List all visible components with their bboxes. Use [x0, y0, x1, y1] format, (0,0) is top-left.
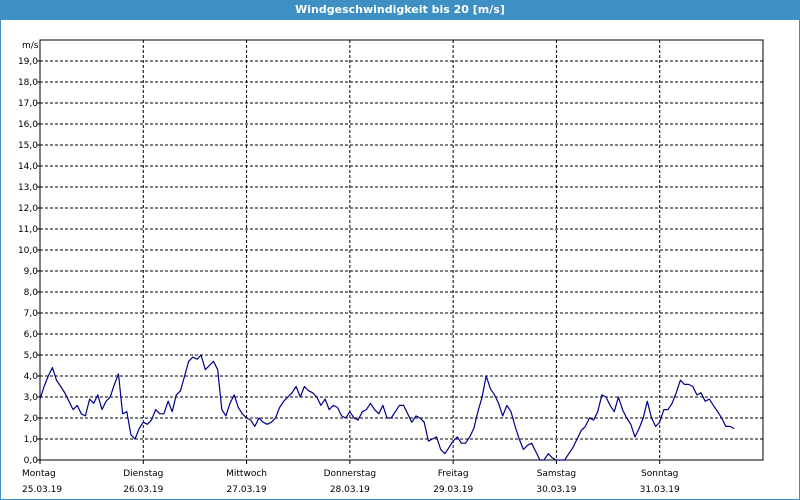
grid-lines: [39, 39, 764, 461]
x-tick-day: Donnerstag: [324, 469, 377, 479]
y-tick-label: 13,0: [18, 183, 38, 193]
y-tick-label: 15,0: [18, 141, 38, 151]
x-tick-day: Montag: [22, 469, 56, 479]
y-tick-label: 12,0: [18, 204, 38, 214]
y-tick-label: 14,0: [18, 162, 38, 172]
y-axis-label: m/s: [22, 41, 39, 51]
y-tick-label: 17,0: [18, 99, 38, 109]
y-tick-label: 19,0: [18, 57, 38, 67]
y-tick-label: 9,0: [24, 267, 39, 277]
y-tick-label: 16,0: [18, 120, 38, 130]
y-tick-label: 18,0: [18, 78, 38, 88]
x-tick-date: 26.03.19: [123, 485, 163, 495]
y-tick-label: 6,0: [24, 330, 39, 340]
y-tick-label: 2,0: [24, 414, 39, 424]
y-tick-label: 4,0: [24, 372, 39, 382]
y-tick-label: 0,0: [24, 456, 39, 466]
x-tick-date: 29.03.19: [433, 485, 473, 495]
y-tick-label: 7,0: [24, 309, 39, 319]
y-tick-label: 8,0: [24, 288, 39, 298]
y-tick-label: 3,0: [24, 393, 39, 403]
x-tick-date: 31.03.19: [640, 485, 680, 495]
chart-title: Windgeschwindigkeit bis 20 [m/s]: [0, 0, 800, 20]
series-group: [39, 354, 735, 461]
y-tick-label: 5,0: [24, 351, 39, 361]
y-tick-label: 10,0: [18, 246, 38, 256]
x-tick-day: Sonntag: [641, 469, 678, 479]
x-axis-ticks: Montag 25.03.19 Dienstag 26.03.19 Mittwoch 27…: [22, 460, 680, 495]
x-tick-date: 25.03.19: [22, 485, 62, 495]
y-tick-label: 1,0: [24, 435, 39, 445]
x-tick-date: 28.03.19: [330, 485, 370, 495]
x-tick-day: Dienstag: [123, 469, 163, 479]
x-tick-day: Samstag: [537, 469, 576, 479]
x-tick-day: Freitag: [438, 469, 469, 479]
x-tick-date: 30.03.19: [536, 485, 576, 495]
wind-speed-line: [39, 354, 735, 461]
y-tick-label: 11,0: [18, 225, 38, 235]
x-tick-date: 27.03.19: [227, 485, 267, 495]
x-tick-day: Mittwoch: [226, 469, 267, 479]
y-axis-ticks: 0,0 1,0 2,0 3,0 4,0 5,0 6,0 7,0 8,0 9,0 10,0 11,0 12…: [18, 57, 40, 466]
